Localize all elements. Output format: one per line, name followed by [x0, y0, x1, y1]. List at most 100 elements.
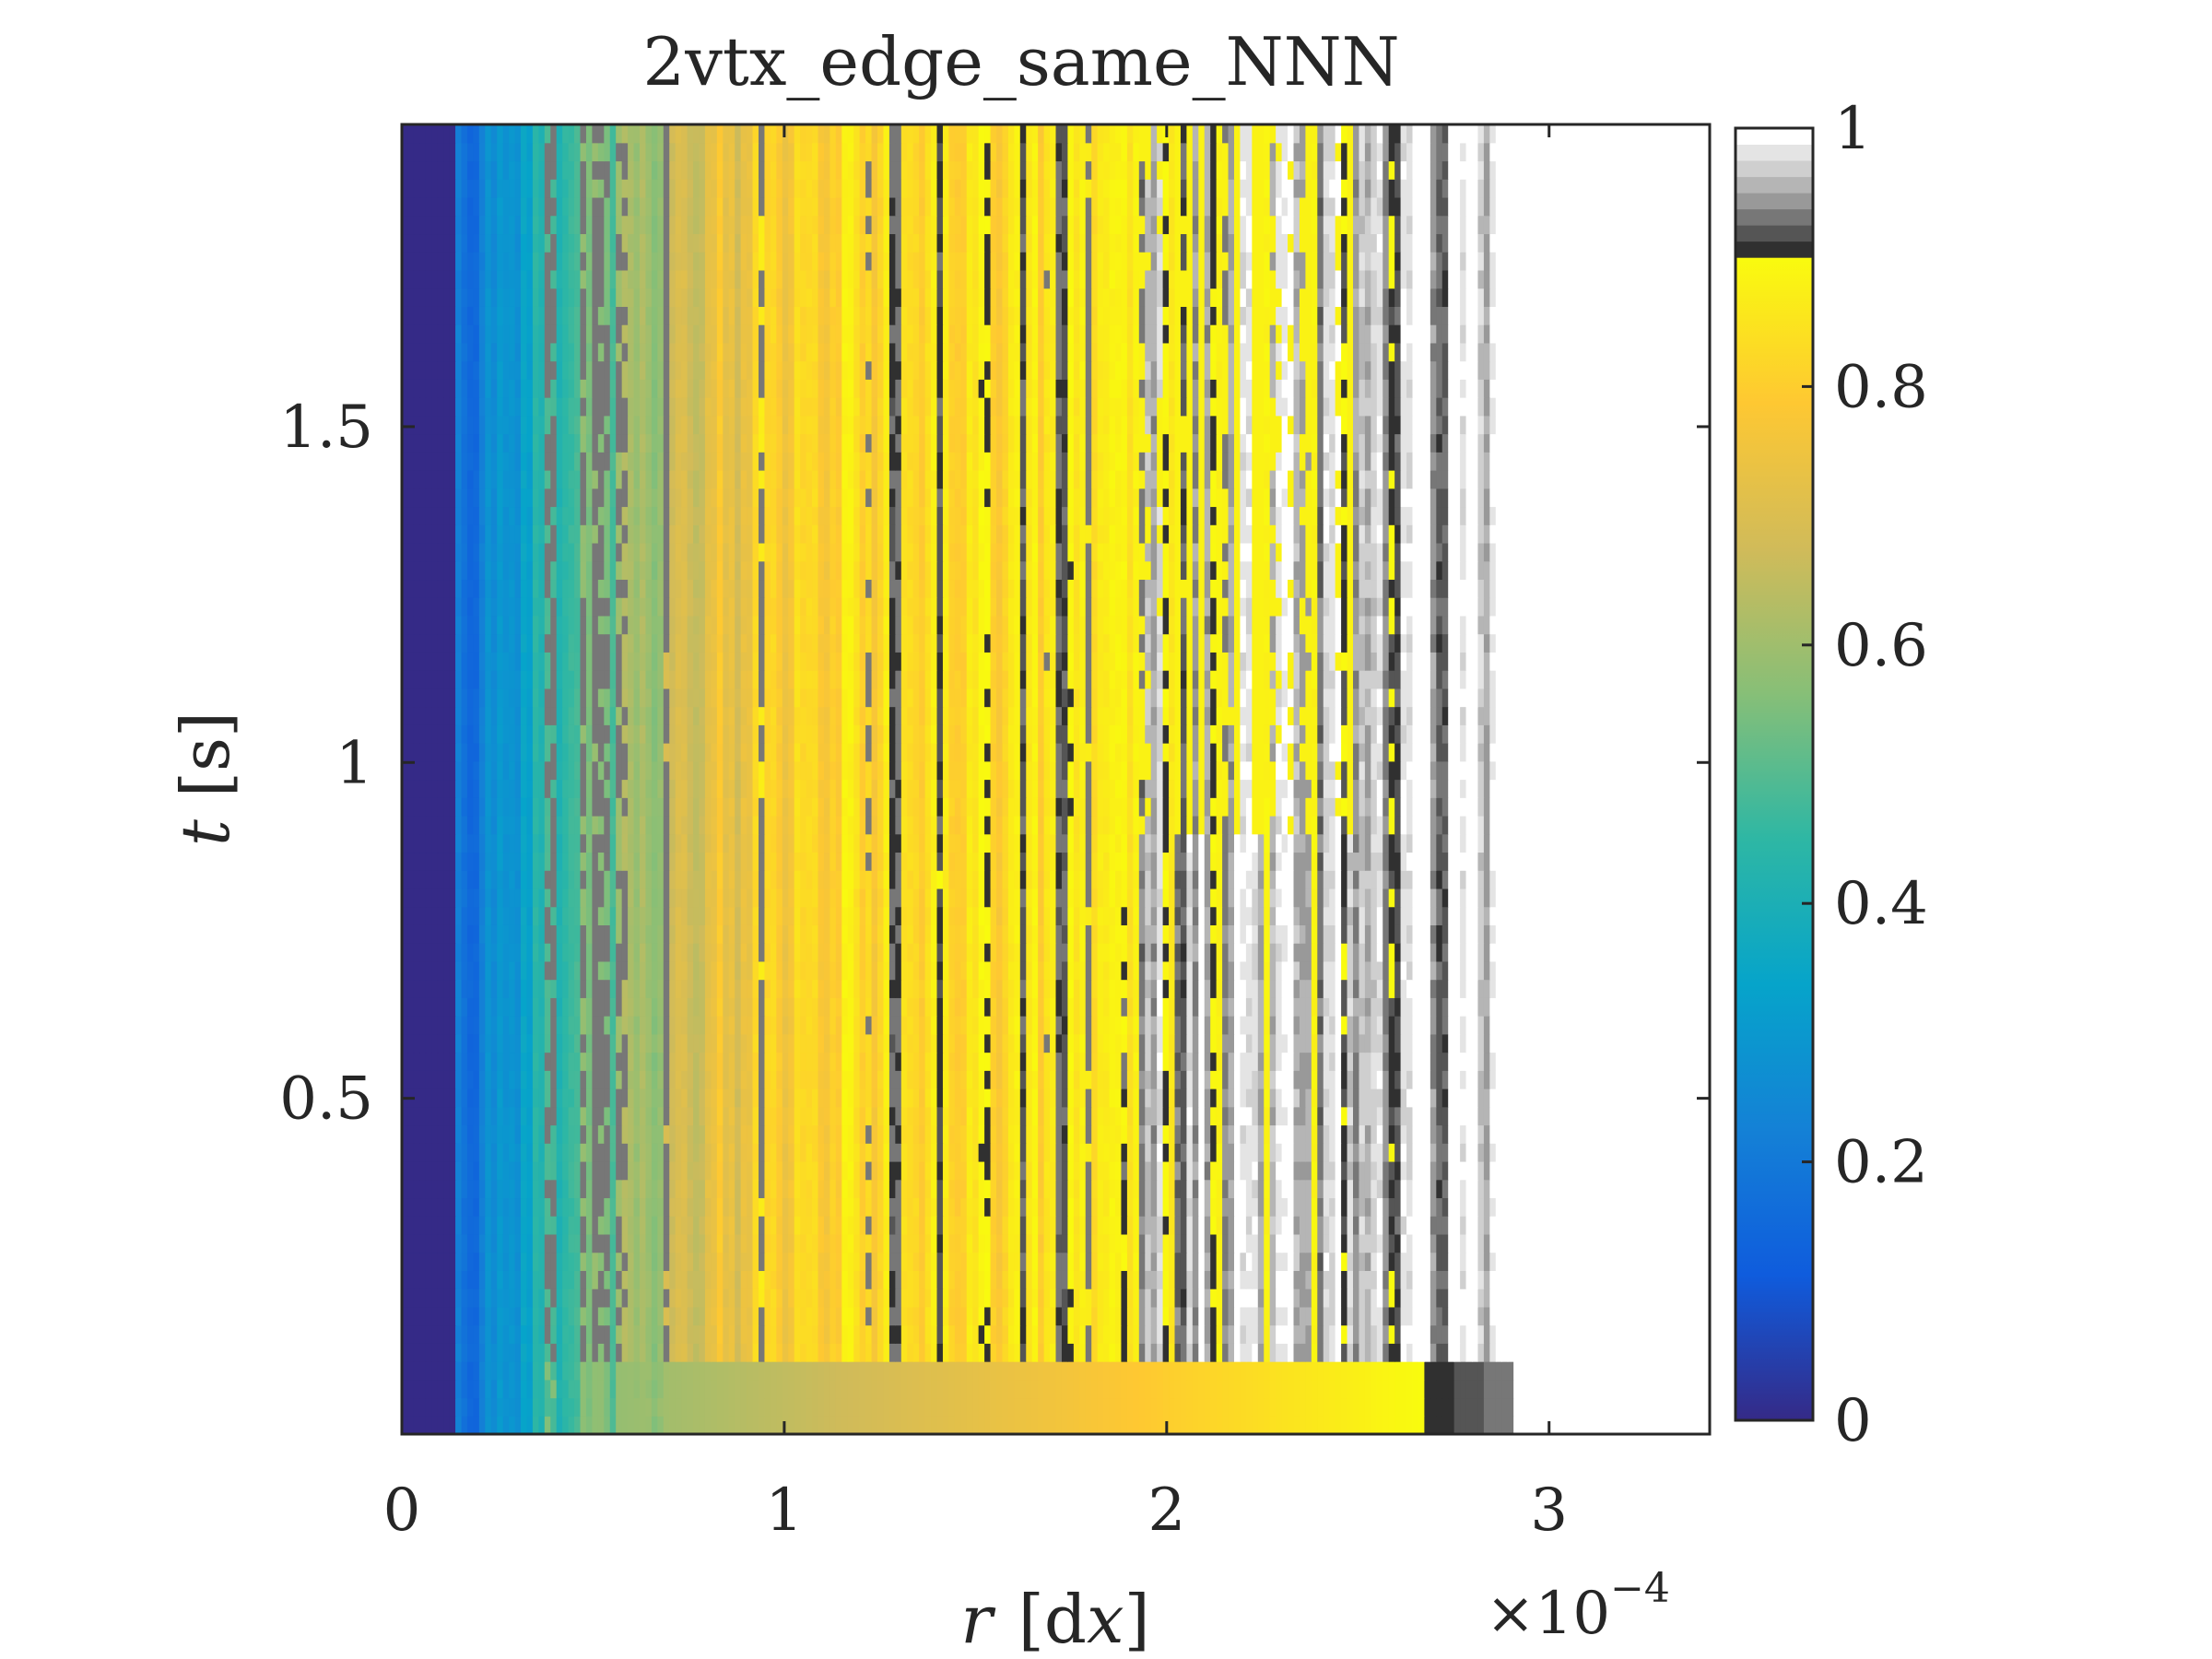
heatmap-cell — [1626, 1361, 1633, 1381]
heatmap-cell — [1477, 1052, 1485, 1071]
heatmap-cell — [402, 1160, 409, 1181]
heatmap-cell — [1157, 1233, 1164, 1253]
heatmap-cell — [532, 1160, 539, 1181]
heatmap-cell — [1548, 1288, 1556, 1308]
heatmap-cell — [1495, 1324, 1502, 1344]
heatmap-cell — [1329, 1124, 1336, 1144]
heatmap-cell — [1638, 1160, 1645, 1181]
heatmap-cell — [1531, 1052, 1538, 1071]
heatmap-cell — [574, 1416, 582, 1434]
heatmap-cell — [1109, 1379, 1116, 1399]
heatmap-cell — [978, 1088, 985, 1108]
heatmap-cell — [776, 1397, 783, 1417]
heatmap-cell — [681, 1397, 688, 1417]
heatmap-cell — [1596, 1197, 1604, 1217]
heatmap-cell — [907, 1216, 914, 1235]
heatmap-cell — [924, 1416, 932, 1434]
heatmap-cell — [1560, 1397, 1568, 1417]
heatmap-cell — [1406, 1143, 1414, 1162]
heatmap-cell — [669, 1179, 677, 1199]
heatmap-cell — [699, 1124, 706, 1144]
heatmap-cell — [497, 1324, 504, 1344]
heatmap-cell — [984, 1033, 992, 1053]
heatmap-cell — [657, 1252, 665, 1271]
heatmap-cell — [1591, 1088, 1598, 1108]
heatmap-cell — [1584, 1416, 1592, 1434]
heatmap-cell — [776, 1216, 783, 1235]
heatmap-cell — [1043, 1288, 1051, 1308]
heatmap-cell — [1453, 1270, 1461, 1289]
heatmap-cell — [770, 1252, 777, 1271]
heatmap-cell — [562, 1343, 570, 1362]
heatmap-cell — [1317, 1270, 1324, 1289]
heatmap-cell — [1103, 1416, 1111, 1434]
heatmap-cell — [1174, 1252, 1182, 1271]
heatmap-cell — [759, 1197, 766, 1217]
heatmap-cell — [1667, 1306, 1675, 1326]
heatmap-cell — [1180, 1324, 1187, 1344]
heatmap-cell — [1061, 1416, 1068, 1434]
heatmap-cell — [1691, 1416, 1699, 1434]
heatmap-cell — [574, 1197, 582, 1217]
heatmap-cell — [1234, 1143, 1241, 1162]
heatmap-cell — [835, 1306, 842, 1326]
heatmap-cell — [669, 1088, 677, 1108]
heatmap-cell — [502, 1179, 510, 1199]
heatmap-cell — [924, 1143, 932, 1162]
heatmap-cell — [1614, 1070, 1621, 1089]
heatmap-cell — [1525, 1233, 1533, 1253]
heatmap-cell — [1050, 1216, 1057, 1235]
heatmap-cell — [455, 1361, 463, 1381]
heatmap-cell — [1531, 1124, 1538, 1144]
heatmap-cell — [823, 1070, 830, 1089]
heatmap-cell — [657, 1143, 665, 1162]
heatmap-cell — [478, 1343, 486, 1362]
heatmap-cell — [1424, 1343, 1431, 1362]
heatmap-cell — [978, 1361, 985, 1381]
heatmap-cell — [514, 1233, 522, 1253]
heatmap-cell — [1436, 1397, 1443, 1417]
heatmap-cell — [1472, 1106, 1479, 1126]
heatmap-cell — [1257, 1288, 1265, 1308]
heatmap-cell — [514, 1197, 522, 1217]
heatmap-cell — [443, 1288, 451, 1308]
heatmap-cell — [823, 1160, 830, 1181]
heatmap-cell — [818, 1216, 825, 1235]
heatmap-cell — [1186, 1070, 1194, 1089]
heatmap-cell — [461, 1416, 468, 1434]
heatmap-cell — [835, 1252, 842, 1271]
heatmap-cell — [443, 1397, 451, 1417]
heatmap-cell — [1489, 1397, 1497, 1417]
heatmap-cell — [1097, 1179, 1104, 1199]
heatmap-cell — [1126, 1270, 1134, 1289]
heatmap-cell — [1644, 1416, 1652, 1434]
heatmap-cell — [877, 1379, 885, 1399]
heatmap-cell — [1180, 1416, 1187, 1434]
heatmap-cell — [1121, 1416, 1128, 1434]
heatmap-cell — [1276, 1088, 1283, 1108]
heatmap-cell — [1288, 1160, 1295, 1181]
heatmap-cell — [895, 1416, 902, 1434]
heatmap-cell — [1620, 1216, 1628, 1235]
heatmap-cell — [1453, 1070, 1461, 1089]
heatmap-cell — [687, 1070, 694, 1089]
heatmap-cell — [455, 1124, 463, 1144]
heatmap-cell — [818, 1379, 825, 1399]
heatmap-cell — [1359, 1179, 1366, 1199]
heatmap-cell — [1418, 1197, 1425, 1217]
heatmap-cell — [1222, 1397, 1230, 1417]
heatmap-cell — [645, 1216, 653, 1235]
heatmap-cell — [1364, 1088, 1371, 1108]
heatmap-cell — [1686, 1179, 1693, 1199]
heatmap-cell — [972, 1179, 980, 1199]
heatmap-cell — [990, 1306, 997, 1326]
heatmap-cell — [1014, 1124, 1021, 1144]
heatmap-cell — [532, 1070, 539, 1089]
heatmap-cell — [1014, 1106, 1021, 1126]
heatmap-cell — [1061, 1160, 1068, 1181]
heatmap-cell — [1679, 1052, 1687, 1071]
heatmap-cell — [1264, 1179, 1271, 1199]
heatmap-cell — [675, 1088, 682, 1108]
heatmap-cell — [788, 1016, 795, 1035]
heatmap-cell — [1085, 1216, 1092, 1235]
